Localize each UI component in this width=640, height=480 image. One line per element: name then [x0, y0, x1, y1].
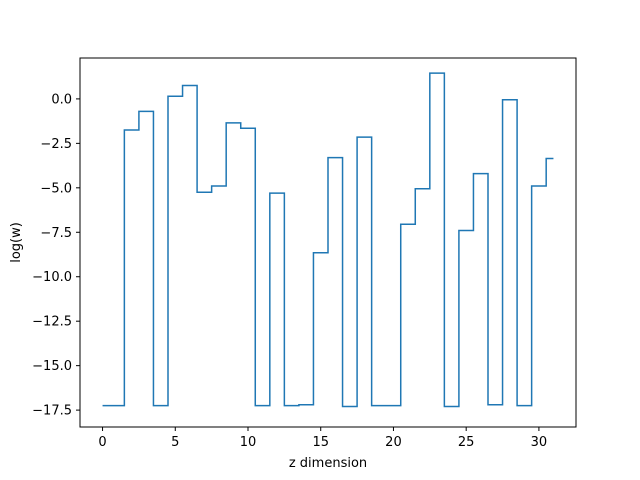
y-tick-label: 0.0 [51, 92, 72, 107]
y-tick-label: −17.5 [32, 404, 72, 419]
y-axis-label: log(w) [9, 222, 24, 263]
y-tick-label: −2.5 [40, 137, 72, 152]
x-tick-label: 5 [171, 435, 179, 450]
series-layer [102, 72, 554, 408]
y-tick-label: −5.0 [40, 181, 72, 196]
y-tick-label: −12.5 [32, 315, 72, 330]
x-tick-label: 25 [458, 435, 475, 450]
x-tick-label: 20 [385, 435, 402, 450]
x-axis-label: z dimension [289, 456, 367, 471]
y-tick-label: −10.0 [32, 270, 72, 285]
y-axis: 0.0 −2.5 −5.0 −7.5 −10.0 −12.5 −15.0 −17.5 [32, 92, 80, 419]
x-tick-label: 15 [312, 435, 329, 450]
plot-area-frame [79, 57, 577, 428]
x-tick-label: 10 [240, 435, 257, 450]
y-tick-label: −7.5 [40, 226, 72, 241]
x-tick-label: 30 [531, 435, 548, 450]
y-tick-label: −15.0 [32, 359, 72, 374]
x-axis: 0 5 10 15 20 25 30 [98, 427, 547, 450]
series-line-1 [102, 72, 554, 408]
x-tick-label: 0 [98, 435, 106, 450]
